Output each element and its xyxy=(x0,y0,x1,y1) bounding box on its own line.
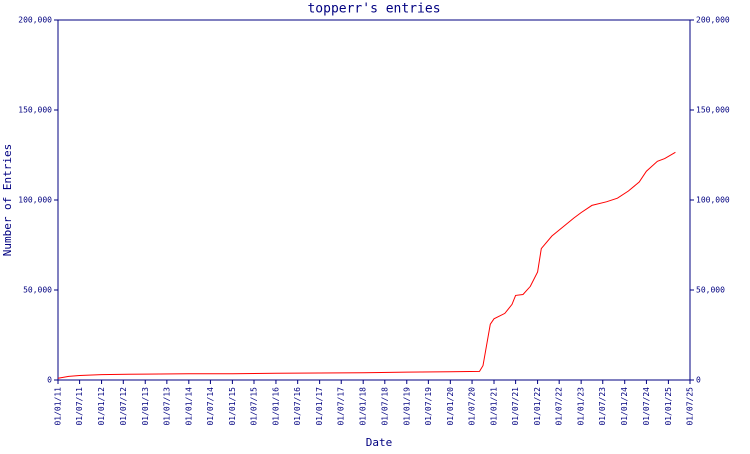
x-tick-label: 01/07/14 xyxy=(206,387,215,426)
x-axis-label: Date xyxy=(366,436,393,449)
x-tick-label: 01/07/21 xyxy=(511,387,520,426)
y-tick-label: 150,000 xyxy=(18,106,52,115)
y2-tick-label: 0 xyxy=(696,376,701,385)
x-tick-label: 01/01/15 xyxy=(228,387,237,426)
y2-tick-label: 50,000 xyxy=(696,286,725,295)
x-tick-label: 01/07/12 xyxy=(119,387,128,426)
x-tick-label: 01/01/21 xyxy=(490,387,499,426)
y2-tick-label: 200,000 xyxy=(696,16,730,25)
x-tick-label: 01/01/12 xyxy=(97,387,106,426)
x-tick-label: 01/07/15 xyxy=(249,387,258,426)
y2-tick-label: 150,000 xyxy=(696,106,730,115)
chart-title: topperr's entries xyxy=(307,2,440,17)
y-tick-label: 200,000 xyxy=(18,16,52,25)
y-tick-label: 50,000 xyxy=(23,286,52,295)
x-tick-label: 01/07/18 xyxy=(380,387,389,426)
x-tick-label: 01/07/25 xyxy=(686,387,695,426)
x-tick-label: 01/01/19 xyxy=(402,387,411,426)
x-tick-label: 01/01/18 xyxy=(359,387,368,426)
x-tick-label: 01/01/25 xyxy=(664,387,673,426)
x-tick-label: 01/07/19 xyxy=(424,387,433,426)
x-tick-label: 01/01/24 xyxy=(620,387,629,426)
x-tick-label: 01/07/17 xyxy=(337,387,346,426)
y-axis-label: Number of Entries xyxy=(1,144,14,257)
x-tick-label: 01/01/22 xyxy=(533,387,542,426)
x-tick-label: 01/01/17 xyxy=(315,387,324,426)
x-tick-label: 01/01/20 xyxy=(446,387,455,426)
x-tick-label: 01/07/11 xyxy=(75,387,84,426)
x-tick-label: 01/01/16 xyxy=(271,387,280,426)
y-tick-label: 0 xyxy=(47,376,52,385)
x-tick-label: 01/01/11 xyxy=(54,387,63,426)
data-line xyxy=(57,151,676,379)
x-tick-label: 01/07/24 xyxy=(642,387,651,426)
y2-tick-label: 100,000 xyxy=(696,196,730,205)
x-tick-label: 01/07/13 xyxy=(162,387,171,426)
x-tick-label: 01/01/14 xyxy=(184,387,193,426)
x-tick-label: 01/07/23 xyxy=(598,387,607,426)
x-tick-label: 01/01/23 xyxy=(577,387,586,426)
x-tick-label: 01/01/13 xyxy=(141,387,150,426)
x-tick-label: 01/07/20 xyxy=(468,387,477,426)
x-tick-label: 01/07/22 xyxy=(555,387,564,426)
y-tick-label: 100,000 xyxy=(18,196,52,205)
x-tick-label: 01/07/16 xyxy=(293,387,302,426)
